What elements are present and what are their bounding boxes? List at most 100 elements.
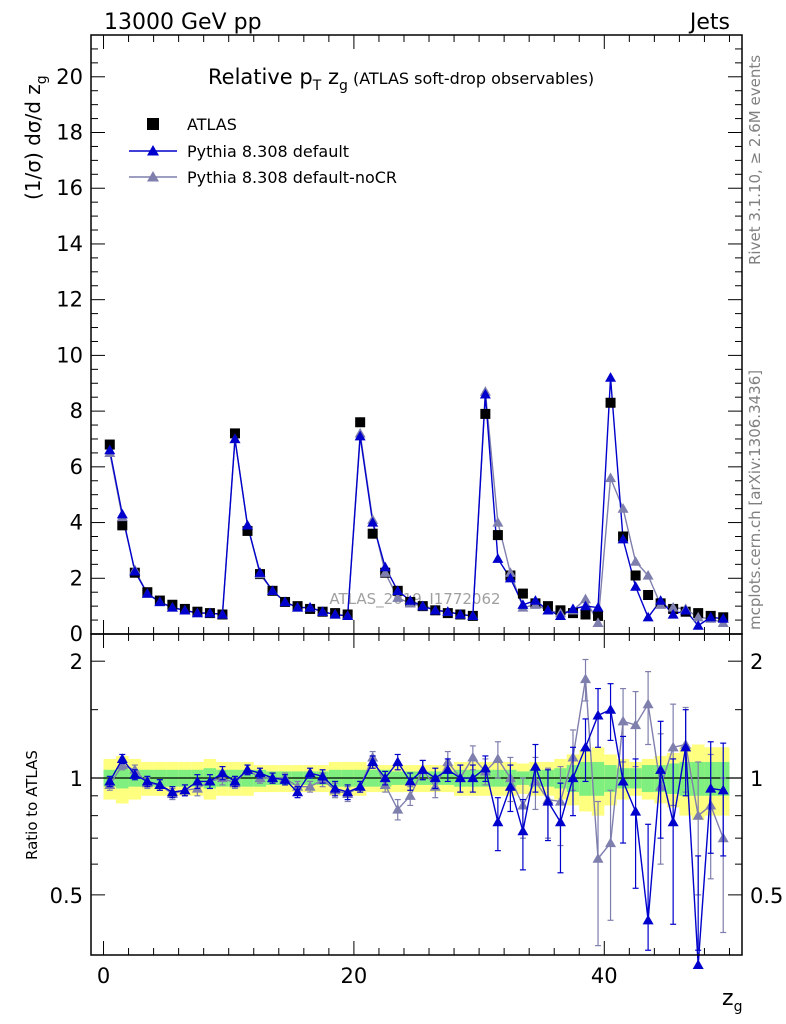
atlas-point: [229, 428, 240, 439]
pythia-default-point: [567, 603, 579, 614]
pythia-default-point: [329, 608, 341, 619]
atlas-point: [492, 530, 503, 541]
pythia-default-point: [129, 565, 141, 576]
atlas-point: [580, 609, 591, 620]
x-axis-label: zg: [722, 986, 742, 1015]
ratio-default-point: [304, 767, 316, 778]
ratio-nocr-point: [580, 673, 592, 684]
ratio-nocr-point: [642, 698, 654, 709]
band-inner: [591, 761, 605, 796]
y-tick-label: 4: [70, 511, 83, 535]
pythia-default-point: [655, 595, 667, 605]
ratio-panel: 0.5 0.51 12 20 20 40: [50, 633, 783, 988]
ratio-default-point: [267, 772, 279, 783]
pythia-default-point: [717, 613, 729, 623]
pythia-default-point: [379, 561, 391, 572]
ratio-y-tick-label: 2: [70, 650, 83, 674]
pythia-default-point: [667, 608, 679, 619]
legend-nocr-label: Pythia 8.308 default-noCR: [187, 168, 397, 187]
ratio-default-point: [580, 741, 592, 752]
ratio-default-point: [479, 762, 491, 773]
pythia-default-point: [417, 600, 429, 611]
pythia-default-point: [479, 388, 491, 399]
ratio-nocr-point: [592, 853, 604, 863]
ratio-default-point: [392, 756, 404, 767]
y-tick-label: 20: [56, 65, 83, 89]
ratio-default-point: [692, 959, 704, 970]
y-tick-label: 16: [56, 176, 83, 200]
ratio-default-point: [542, 796, 554, 806]
pythia-default-point: [204, 607, 216, 618]
ratio-nocr-point: [630, 719, 642, 730]
legend-atlas-marker: [147, 118, 159, 130]
rivet-label: Rivet 3.1.10, ≥ 2.6M events: [746, 55, 764, 265]
ratio-default-point: [367, 756, 379, 767]
pythia-default-point: [267, 585, 279, 595]
ratio-default-point: [229, 775, 241, 786]
y-tick-label: 10: [56, 343, 83, 367]
pythia-default-point: [179, 604, 191, 615]
ratio-default-point: [417, 764, 429, 774]
ratio-nocr-point: [404, 790, 416, 800]
ratio-default-point: [179, 784, 191, 795]
ratio-frame: [90, 633, 743, 956]
pythia-nocr-point: [630, 556, 642, 566]
x-tick-label: 0: [97, 964, 110, 988]
ratio-default-point: [504, 781, 516, 791]
pythia-default-point: [454, 608, 466, 619]
y-tick-label: 8: [70, 399, 83, 423]
x-tick-label: 40: [591, 964, 618, 988]
atlas-point: [355, 417, 366, 428]
y-tick-label: 6: [70, 455, 83, 479]
ratio-y-tick-label-right: 1: [750, 767, 763, 791]
header-left: 13000 GeV pp: [104, 10, 262, 35]
pythia-default-point: [354, 430, 366, 441]
pythia-default-point: [116, 508, 128, 519]
ratio-y-tick-label: 1: [70, 767, 83, 791]
ratio-default-point: [292, 786, 304, 797]
main-panel: ATLAS_2019_I177206202468101214161820ATLA…: [56, 34, 743, 646]
ratio-default-point: [567, 772, 579, 783]
plot-title: Relative pT zg (ATLAS soft-drop observab…: [208, 65, 594, 94]
pythia-default-point: [317, 606, 329, 616]
pythia-nocr-point: [692, 611, 704, 622]
y-tick-label: 2: [70, 566, 83, 590]
ratio-default-point: [467, 772, 479, 783]
ratio-default-point: [442, 764, 454, 774]
ratio-default-point: [241, 764, 253, 774]
ratio-default-point: [216, 767, 228, 778]
pythia-nocr-point: [504, 567, 516, 577]
legend-atlas-label: ATLAS: [187, 115, 237, 134]
ratio-default-point: [342, 786, 354, 797]
ratio-default-point: [379, 772, 391, 783]
x-tick-label: 20: [341, 964, 368, 988]
ratio-default-point: [404, 775, 416, 786]
ratio-default-point: [354, 781, 366, 791]
pythia-default-point: [154, 596, 166, 607]
ratio-default-point: [605, 704, 617, 714]
ratio-nocr-point: [304, 781, 316, 791]
y-tick-label: 14: [56, 232, 83, 256]
ratio-nocr-point: [116, 759, 128, 770]
ratio-nocr-point: [492, 753, 504, 764]
main-ylabel: (1/σ) dσ/d zg: [21, 75, 50, 200]
pythia-default-point: [342, 610, 354, 621]
atlas-point: [593, 610, 604, 621]
pythia-default-point: [692, 620, 704, 630]
ratio-default-point: [191, 775, 203, 786]
pythia-nocr-point: [592, 617, 604, 627]
pythia-nocr-line: [109, 391, 724, 626]
ratio-y-tick-label-right: 2: [750, 650, 763, 674]
pythia-default-point: [279, 596, 291, 607]
atlas-point: [242, 525, 253, 536]
pythia-default-point: [229, 433, 241, 444]
pythia-default-point: [404, 595, 416, 605]
atlas-point: [630, 570, 641, 581]
pythia-default-point: [642, 611, 654, 622]
pythia-default-point: [529, 595, 541, 605]
pythia-nocr-point: [492, 517, 504, 527]
ratio-nocr-point: [392, 803, 404, 814]
pythia-nocr-point: [642, 569, 654, 580]
ratio-default-point: [329, 782, 341, 793]
ratio-ylabel: Ratio to ATLAS: [23, 750, 41, 860]
